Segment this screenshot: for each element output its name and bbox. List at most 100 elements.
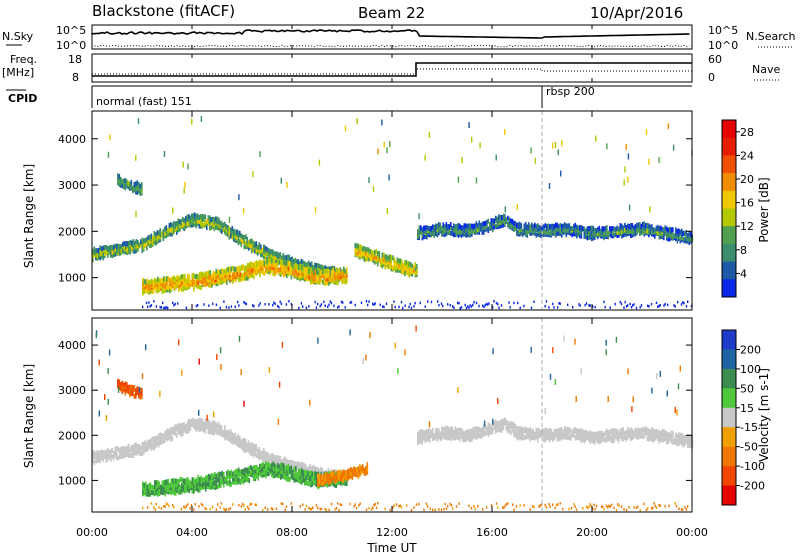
heatmap-cell bbox=[275, 252, 277, 257]
heatmap-cell bbox=[277, 463, 279, 468]
heatmap-cell bbox=[192, 477, 194, 482]
heatmap-cell bbox=[177, 302, 178, 305]
heatmap-cell bbox=[591, 230, 593, 235]
heatmap-cell bbox=[306, 307, 307, 310]
heatmap-cell bbox=[242, 438, 244, 443]
heatmap-cell bbox=[217, 472, 219, 477]
heatmap-cell bbox=[239, 239, 241, 244]
heatmap-cell bbox=[395, 306, 396, 309]
heatmap-cell bbox=[193, 417, 195, 422]
heatmap-cell bbox=[179, 423, 181, 428]
heatmap-cell bbox=[681, 303, 682, 306]
heatmap-cell bbox=[527, 428, 529, 433]
heatmap-cell bbox=[298, 469, 300, 474]
heatmap-cell bbox=[148, 235, 150, 240]
heatmap-cell bbox=[169, 483, 171, 488]
heatmap-cell bbox=[182, 222, 184, 227]
heatmap-cell bbox=[145, 280, 147, 285]
heatmap-cell bbox=[174, 276, 176, 281]
heatmap-cell bbox=[355, 304, 356, 307]
heatmap-cell bbox=[183, 479, 185, 484]
heatmap-cell bbox=[292, 470, 294, 475]
heatmap-cell bbox=[488, 432, 490, 437]
colorbar-tick-label: 8 bbox=[740, 244, 747, 257]
heatmap-cell bbox=[262, 462, 264, 467]
heatmap-cell bbox=[447, 436, 449, 441]
heatmap-cell bbox=[241, 469, 243, 474]
heatmap-cell bbox=[317, 303, 318, 306]
heatmap-cell bbox=[255, 465, 257, 470]
heatmap-cell bbox=[251, 442, 253, 447]
heatmap-cell bbox=[165, 485, 167, 490]
heatmap-cell bbox=[322, 280, 324, 285]
heatmap-cell bbox=[644, 221, 646, 226]
heatmap-cell bbox=[283, 463, 285, 468]
heatmap-cell bbox=[438, 222, 440, 227]
heatmap-cell bbox=[286, 303, 287, 306]
heatmap-cell bbox=[531, 223, 533, 228]
heatmap-cell bbox=[150, 305, 151, 308]
heatmap-cell bbox=[232, 273, 234, 278]
heatmap-cell bbox=[614, 438, 616, 443]
heatmap-cell bbox=[244, 448, 246, 453]
heatmap-cell bbox=[653, 227, 655, 232]
heatmap-cell bbox=[500, 215, 502, 220]
heatmap-cell bbox=[533, 429, 535, 434]
heatmap-cell bbox=[319, 264, 321, 269]
heatmap-cell bbox=[214, 217, 216, 222]
heatmap-cell bbox=[465, 233, 467, 238]
heatmap-cell bbox=[458, 177, 459, 183]
heatmap-cell bbox=[596, 228, 598, 233]
heatmap-cell bbox=[236, 229, 238, 234]
heatmap-cell bbox=[156, 480, 158, 485]
heatmap-cell bbox=[245, 234, 247, 239]
heatmap-cell bbox=[119, 244, 121, 249]
velocity-heatmap bbox=[92, 326, 693, 512]
heatmap-cell bbox=[361, 302, 362, 305]
heatmap-cell bbox=[552, 224, 554, 229]
heatmap-cell bbox=[188, 214, 190, 219]
heatmap-cell bbox=[471, 305, 472, 308]
heatmap-cell bbox=[271, 453, 273, 458]
heatmap-cell bbox=[642, 222, 644, 227]
heatmap-cell bbox=[236, 436, 238, 441]
heatmap-cell bbox=[420, 225, 422, 230]
heatmap-cell bbox=[279, 260, 281, 265]
heatmap-cell bbox=[283, 253, 285, 258]
heatmap-cell bbox=[301, 265, 303, 270]
heatmap-cell bbox=[315, 270, 317, 275]
heatmap-cell bbox=[289, 477, 291, 482]
heatmap-cell bbox=[110, 245, 112, 250]
heatmap-cell bbox=[110, 449, 112, 454]
heatmap-cell bbox=[391, 255, 393, 260]
heatmap-cell bbox=[124, 446, 126, 451]
heatmap-cell bbox=[314, 263, 316, 268]
heatmap-cell bbox=[477, 223, 479, 228]
heatmap-cell bbox=[497, 303, 498, 306]
colorbar-swatch bbox=[722, 226, 736, 244]
heatmap-cell bbox=[193, 485, 195, 490]
heatmap-cell bbox=[165, 307, 166, 310]
heatmap-cell bbox=[587, 235, 589, 240]
heatmap-cell bbox=[437, 300, 438, 303]
heatmap-cell bbox=[590, 226, 592, 231]
heatmap-cell bbox=[373, 303, 374, 306]
heatmap-cell bbox=[167, 228, 169, 233]
heatmap-cell bbox=[223, 472, 225, 477]
heatmap-cell bbox=[148, 286, 150, 291]
heatmap-cell bbox=[211, 274, 213, 279]
heatmap-cell bbox=[286, 255, 288, 260]
heatmap-cell bbox=[184, 274, 186, 279]
heatmap-cell bbox=[588, 432, 590, 437]
heatmap-cell bbox=[606, 429, 608, 434]
heatmap-cell bbox=[356, 243, 358, 248]
heatmap-cell bbox=[262, 260, 264, 265]
heatmap-cell bbox=[178, 219, 180, 224]
heatmap-cell bbox=[581, 225, 583, 230]
heatmap-cell bbox=[118, 456, 120, 461]
heatmap-cell bbox=[205, 221, 207, 226]
heatmap-cell bbox=[284, 457, 286, 462]
heatmap-cell bbox=[548, 306, 549, 309]
heatmap-cell bbox=[169, 288, 171, 293]
heatmap-cell bbox=[180, 477, 182, 482]
